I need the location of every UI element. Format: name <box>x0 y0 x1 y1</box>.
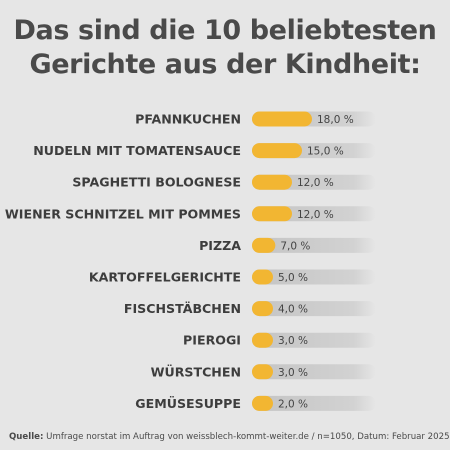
chart-title-line-1: Das sind die 10 beliebtesten <box>13 15 437 46</box>
bar <box>252 237 276 253</box>
category-label: FISCHSTÄBCHEN <box>124 301 241 316</box>
category-label: PIEROGI <box>183 333 241 348</box>
bar <box>252 206 292 222</box>
bar-track <box>252 269 376 285</box>
bar <box>252 332 273 348</box>
value-label: 4,0 % <box>278 304 308 316</box>
category-label: PIZZA <box>199 238 241 253</box>
chart-title-line-2: Gerichte aus der Kindheit: <box>29 49 421 80</box>
category-label: GEMÜSESUPPE <box>135 396 241 411</box>
bar <box>252 301 273 317</box>
value-label: 3,0 % <box>278 335 308 347</box>
category-label: WIENER SCHNITZEL MIT POMMES <box>5 206 241 221</box>
bar <box>252 364 273 380</box>
value-label: 18,0 % <box>317 114 354 126</box>
category-label: SPAGHETTI BOLOGNESE <box>72 175 241 190</box>
bar-track <box>252 364 376 380</box>
bar <box>252 395 273 411</box>
bar-chart: PFANNKUCHEN 18,0 % NUDELN MIT TOMATENSAUCE… <box>5 111 376 411</box>
source-text: Umfrage norstat im Auftrag von weissblec… <box>46 432 450 442</box>
value-label: 3,0 % <box>278 367 308 379</box>
bar-track <box>252 301 376 317</box>
category-label: WÜRSTCHEN <box>151 364 241 379</box>
bar <box>252 269 273 285</box>
bar-track <box>252 237 376 253</box>
category-label: NUDELN MIT TOMATENSAUCE <box>33 143 241 158</box>
category-label: PFANNKUCHEN <box>135 112 241 127</box>
bar <box>252 174 292 190</box>
value-label: 5,0 % <box>278 272 308 284</box>
value-label: 2,0 % <box>278 398 308 410</box>
value-label: 15,0 % <box>307 146 344 158</box>
source-label: Quelle: <box>9 432 44 442</box>
category-label: KARTOFFELGERICHTE <box>89 270 241 285</box>
value-label: 12,0 % <box>297 209 334 221</box>
bar <box>252 143 302 159</box>
bar <box>252 111 312 127</box>
bar-track <box>252 395 376 411</box>
value-label: 7,0 % <box>280 240 310 252</box>
chart-title: Das sind die 10 beliebtesten Gerichte au… <box>0 14 450 82</box>
source-note: Quelle: Umfrage norstat im Auftrag von w… <box>9 432 450 442</box>
bar-track <box>252 332 376 348</box>
value-label: 12,0 % <box>297 177 334 189</box>
